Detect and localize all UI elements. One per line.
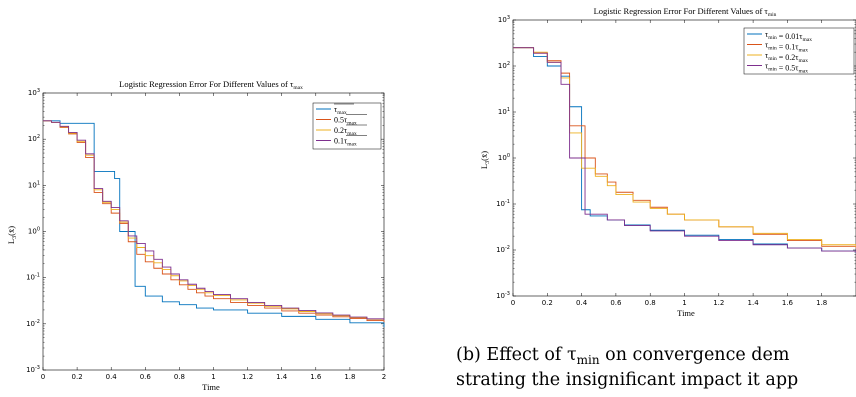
y-tick-label: 101 [498,107,510,116]
x-tick-label: 1 [682,299,686,307]
series-line [513,47,856,248]
y-tick-label: 101 [28,180,40,189]
x-tick-label: 0.4 [576,299,588,307]
y-tick-label: 102 [28,134,40,143]
x-tick-label: 0.6 [610,299,622,307]
y-tick-label: 102 [498,61,510,70]
x-tick-label: 0 [41,373,45,381]
x-tick-label: 1.4 [748,299,760,307]
x-tick-label: 1.8 [344,373,355,381]
x-tick-label: 0 [511,299,515,307]
x-tick-label: 1 [211,373,215,381]
x-tick-label: 0.8 [174,373,185,381]
series-line [513,47,856,253]
x-tick-label: 0.2 [72,373,83,381]
y-tick-label: 10-1 [496,199,510,208]
caption-line-1: (b) Effect of τmin on convergence dem [456,345,790,367]
x-tick-label: 0.4 [106,373,118,381]
y-tick-label: 100 [28,227,40,236]
legend-box [312,102,382,150]
x-tick-label: 2 [382,373,386,381]
plot-area: 0 0.2 0.4 0.6 0.8 1 1.2 1.4 1.6 1.8 10-3 10-2 10-1 10… [496,15,856,307]
x-tick-label: 1.2 [713,299,724,307]
y-tick-label: 103 [498,15,510,24]
legend-label: 0.2τmax [334,126,357,137]
legend-label: τmin = 0.5τmax [765,62,808,75]
chart-title: Logistic Regression Error For Different … [594,6,777,18]
y-tick-label: 10-3 [26,365,40,374]
series-line [43,120,385,323]
y-axis-label: L3(x̄) [6,226,18,244]
legend-label: τmin = 0.1τmax [765,41,808,54]
y-tick-label: 10-2 [26,319,40,328]
chart-tau-min: Logistic Regression Error For Different … [479,6,856,318]
caption-line-2: strating the insignificant impact it app [456,370,798,390]
legend-label: τmax [334,105,347,116]
y-tick-label: 10-1 [26,273,40,282]
chart-tau-max: Logistic Regression Error For Different … [6,79,386,392]
legend-label: 0.5τmax [334,116,357,127]
x-tick-label: 1.2 [242,373,253,381]
series-line [513,47,856,254]
legend-label: τmin = 0.01τmax [765,30,812,43]
series-line [43,120,385,328]
y-axis-label: L3(x̄) [479,151,491,169]
series-line [43,120,385,321]
x-axis-label: Time [202,382,220,392]
legend-box [743,27,855,75]
y-tick-label: 10-2 [496,245,510,254]
plot-area: 0 0.2 0.4 0.6 0.8 1 1.2 1.4 1.6 1.8 2 10-3 10-2 10-1 1… [26,88,386,381]
x-tick-label: 0.6 [140,373,152,381]
x-tick-label: 0.2 [542,299,553,307]
x-tick-label: 0.8 [645,299,656,307]
x-tick-label: 1.4 [276,373,288,381]
y-tick-label: 103 [28,88,40,97]
figure-caption: (b) Effect of τmin on convergence dem st… [456,345,798,390]
y-tick-label: 100 [498,153,510,162]
legend-label: 0.1τmax [334,137,357,148]
chart-title: Logistic Regression Error For Different … [119,79,303,91]
legend-label: τmin = 0.2τmax [765,51,808,64]
y-tick-label: 10-3 [496,291,510,300]
x-tick-label: 1.6 [782,299,794,307]
x-tick-label: 1.6 [310,373,322,381]
x-axis-label: Time [677,308,695,318]
x-tick-label: 1.8 [816,299,827,307]
series-line [43,120,385,322]
